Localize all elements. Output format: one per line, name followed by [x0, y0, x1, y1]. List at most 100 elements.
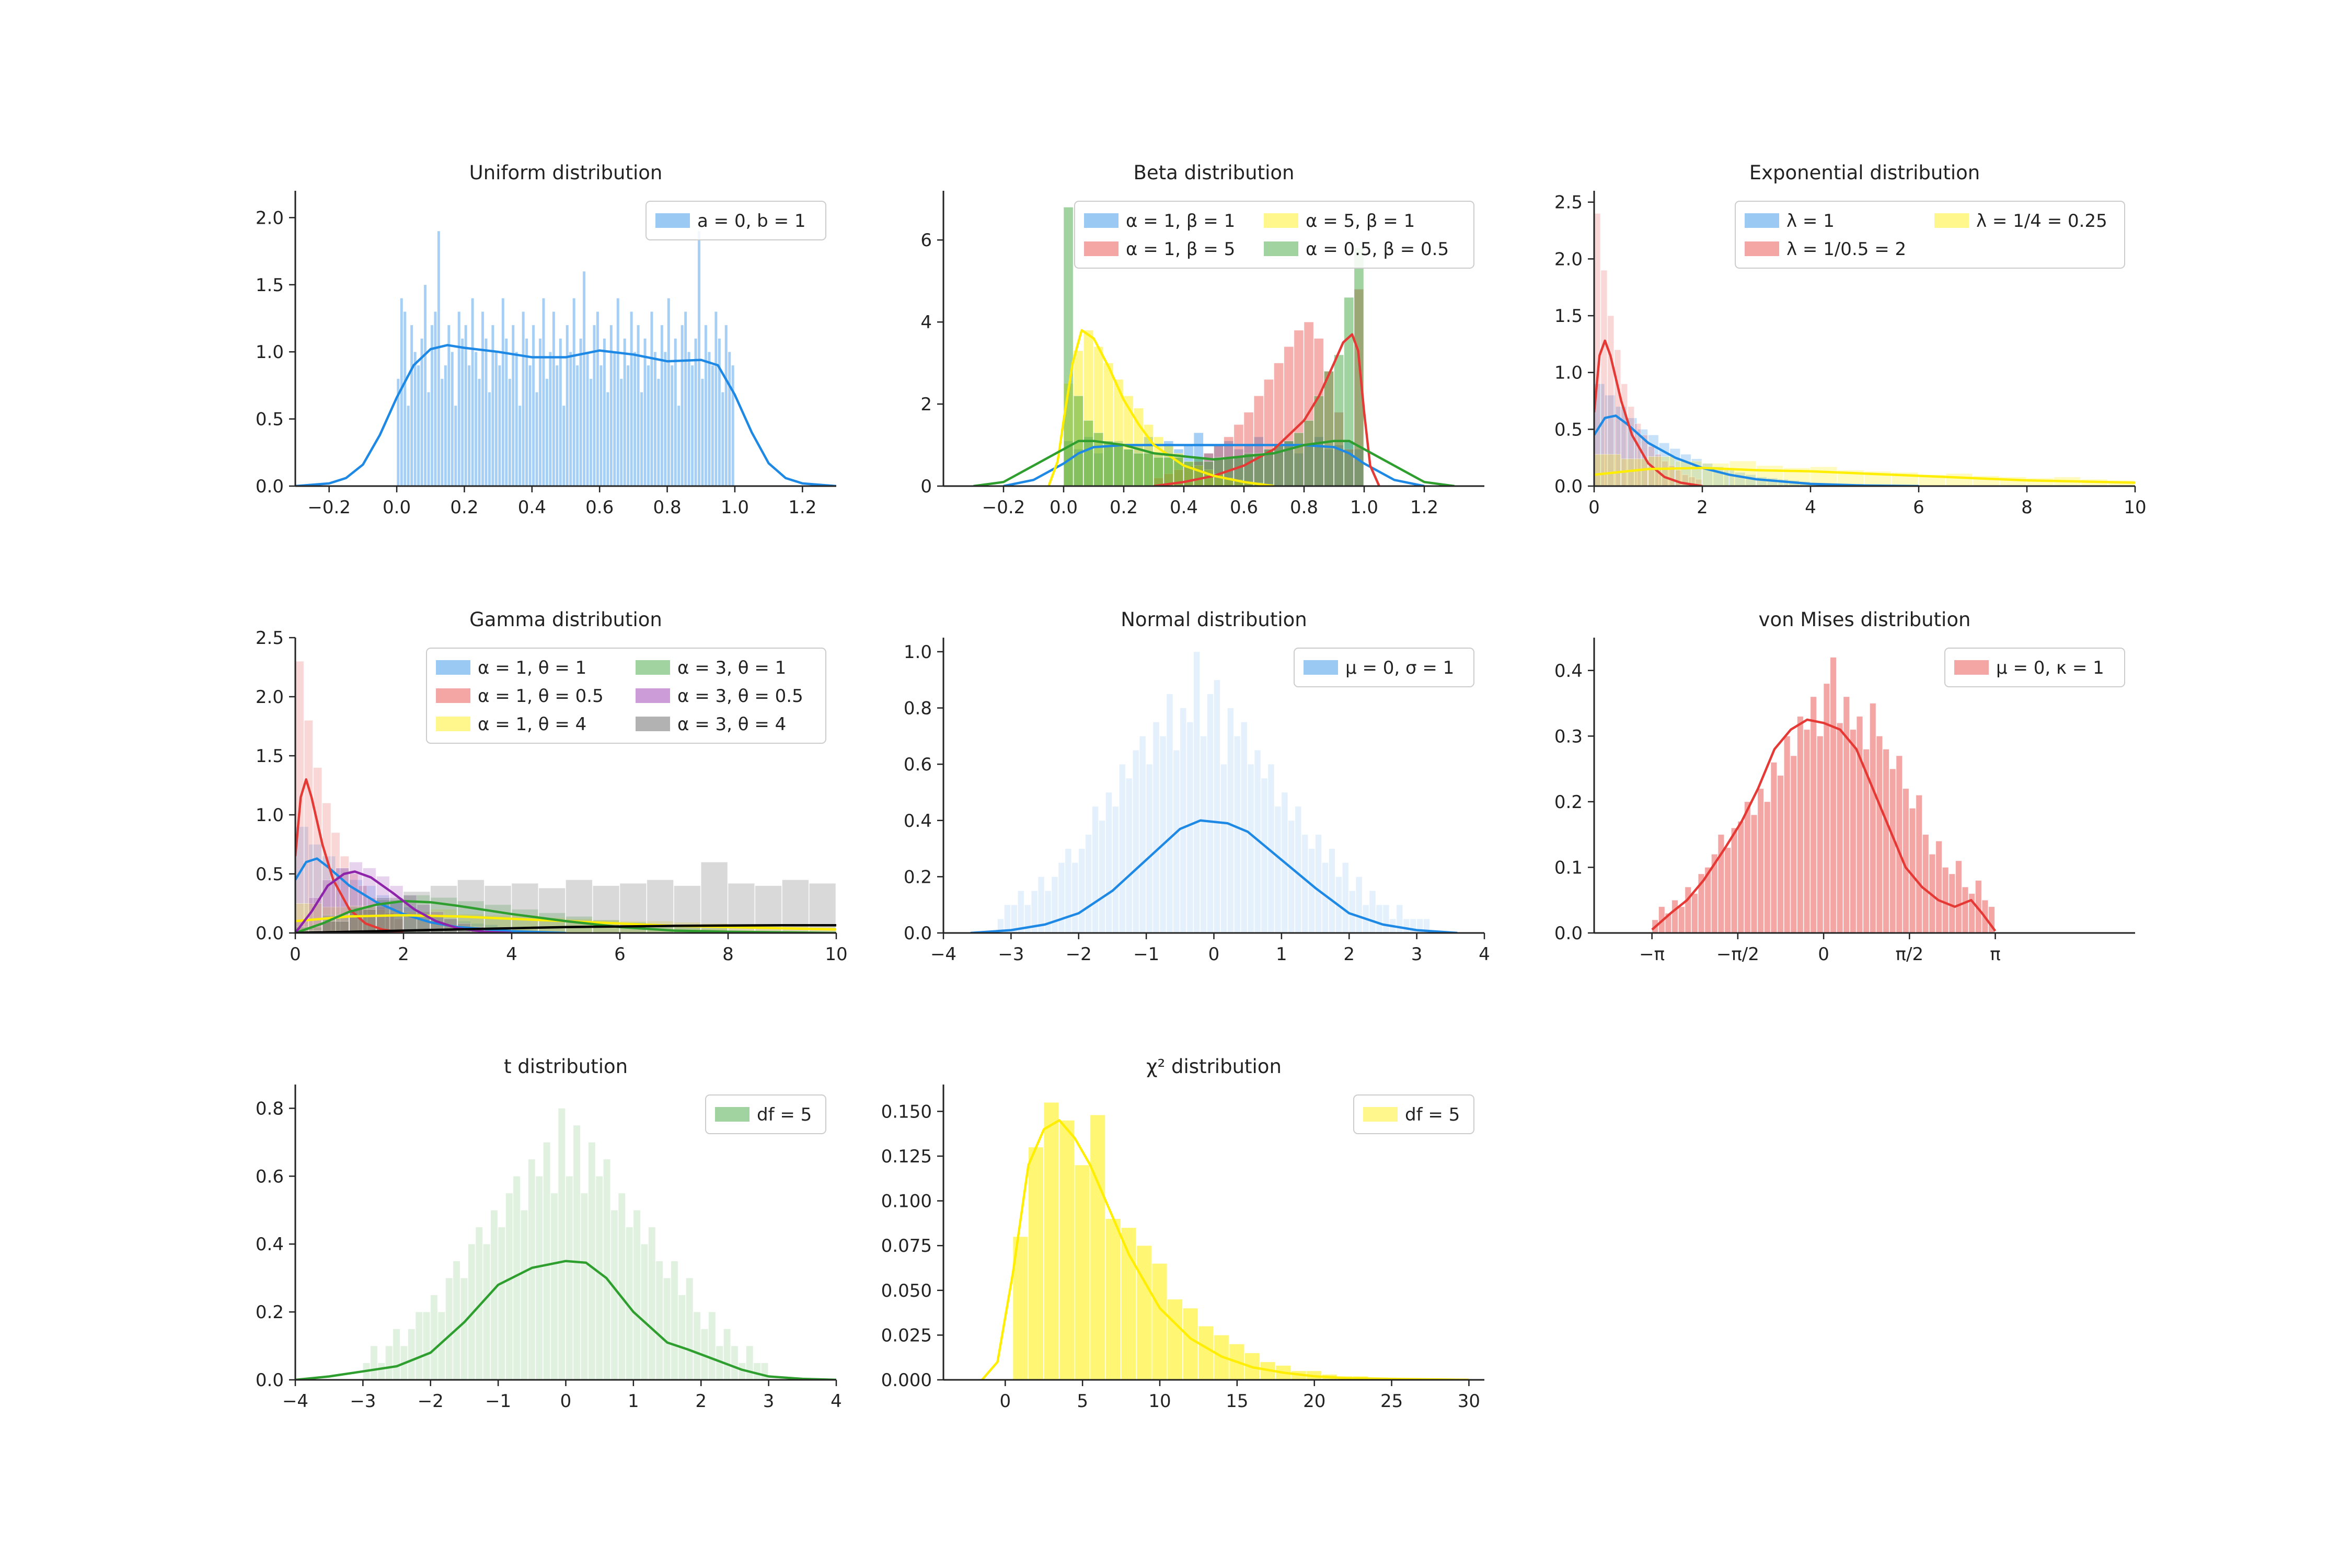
- histogram-bar: [1750, 814, 1758, 933]
- legend: df = 5: [1353, 1094, 1474, 1134]
- x-tick-label: 0.8: [653, 497, 682, 518]
- kde-line: [295, 924, 836, 933]
- histogram-bar: [1071, 862, 1079, 933]
- x-tick-label: 8: [2021, 497, 2033, 518]
- histogram-bar: [1909, 808, 1916, 933]
- histogram-bar: [1180, 708, 1187, 933]
- x-tick-label: 2: [1343, 944, 1355, 965]
- histogram-bar: [1315, 834, 1322, 933]
- histogram-bar: [1621, 384, 1628, 486]
- y-tick-label: 0.0: [256, 1370, 284, 1391]
- legend-swatch: [1745, 213, 1779, 228]
- histogram-bar: [482, 1243, 491, 1380]
- histogram-bar: [572, 298, 576, 486]
- legend-swatch: [636, 717, 670, 731]
- x-tick-label: −3: [350, 1391, 376, 1412]
- histogram-bar: [460, 1277, 468, 1380]
- histogram-bar: [1648, 456, 1675, 486]
- x-tick-label: 0: [1588, 497, 1600, 518]
- histogram-bar: [1308, 848, 1315, 933]
- histogram-bar: [566, 879, 593, 933]
- x-tick-label: −4: [282, 1391, 308, 1412]
- kde-line: [973, 440, 1455, 486]
- histogram-bar: [1757, 788, 1764, 933]
- histogram-bar: [711, 365, 714, 486]
- subplot-1: −0.2 0.0 0.2 0.4 0.6 0.8 1.0 1.2 0.0 0.5 1.0 1.5 2.0…: [256, 162, 836, 518]
- histogram-bar: [609, 325, 613, 486]
- x-tick-label: 2: [398, 944, 409, 965]
- y-tick-label: 0.100: [881, 1191, 932, 1212]
- histogram-bar: [686, 1277, 694, 1380]
- histogram-bar: [671, 1261, 678, 1380]
- legend-label: μ = 0, σ = 1: [1345, 658, 1454, 678]
- subplot-8: 0 5 10 15 20 25 30 0.000 0.025 0.050 0.075 0.100 0.1…: [881, 1055, 1484, 1412]
- y-tick-label: 0.0: [904, 923, 932, 944]
- histogram-bar: [522, 311, 525, 486]
- subplot-title: Beta distribution: [1134, 162, 1295, 184]
- legend-label: α = 3, θ = 4: [677, 714, 786, 735]
- histogram-bar: [447, 325, 451, 486]
- histogram-bar: [1113, 379, 1124, 486]
- x-tick-label: 20: [1303, 1391, 1325, 1412]
- histogram-bar: [1113, 445, 1124, 486]
- histogram-bar: [444, 365, 447, 486]
- histogram-bar: [1770, 762, 1778, 933]
- histogram-bar: [1369, 890, 1376, 933]
- histogram-bar: [295, 661, 304, 933]
- histogram-bar: [504, 338, 508, 486]
- histogram-bar: [538, 887, 566, 933]
- histogram-bar: [552, 311, 556, 486]
- x-tick-label: −0.2: [982, 497, 1025, 518]
- histogram-bar: [1214, 679, 1220, 933]
- legend-label: a = 0, b = 1: [697, 211, 806, 232]
- subplot-title: t distribution: [504, 1055, 628, 1078]
- legend-label: α = 5, β = 1: [1306, 211, 1415, 232]
- y-tick-label: 0.000: [881, 1370, 932, 1391]
- legend-frame: [705, 1094, 826, 1134]
- histogram-bar: [677, 405, 681, 486]
- y-tick-label: 1.0: [256, 805, 284, 826]
- histogram-bar: [1615, 406, 1627, 486]
- histogram-bar: [582, 271, 586, 486]
- histogram-bar: [610, 1209, 618, 1380]
- histogram-bar: [690, 365, 694, 486]
- histogram-bar: [616, 298, 620, 486]
- histogram-bar: [1698, 873, 1705, 933]
- plot-area: [1651, 657, 1997, 933]
- legend-swatch: [1954, 660, 1989, 675]
- histogram-bar: [619, 378, 623, 486]
- histogram-bar: [1355, 876, 1363, 933]
- y-tick-label: 1.5: [256, 746, 284, 767]
- histogram-bar: [1323, 371, 1334, 486]
- x-tick-label: 15: [1226, 1391, 1248, 1412]
- histogram-bar: [595, 1175, 603, 1380]
- histogram-bar: [656, 378, 661, 486]
- histogram-bar: [451, 351, 454, 486]
- histogram-bar: [1214, 457, 1224, 486]
- y-tick-label: 2.5: [1554, 192, 1583, 213]
- histogram-bar: [1729, 460, 1756, 486]
- y-tick-label: 1.0: [1554, 363, 1583, 384]
- histogram-bar: [1737, 821, 1744, 933]
- histogram-bar: [660, 325, 664, 486]
- histogram-bar: [1600, 270, 1608, 486]
- x-tick-label: 1.2: [1410, 497, 1438, 518]
- histogram-bar: [603, 1159, 611, 1380]
- histogram-bar: [648, 1227, 656, 1380]
- legend-swatch: [1084, 241, 1119, 256]
- subplot-2: −0.2 0.0 0.2 0.4 0.6 0.8 1.0 1.2 0 2 4 6 Beta distri…: [920, 162, 1484, 518]
- subplot-4: 0 2 4 6 8 10 0.0 0.5 1.0 1.5 2.0 2.5 Gamma distribut…: [256, 608, 848, 965]
- histogram-bar: [1304, 420, 1314, 486]
- histogram-bar: [423, 284, 427, 486]
- legend-frame: [1944, 648, 2125, 687]
- histogram-bar: [1671, 900, 1678, 933]
- histogram-bar: [1146, 764, 1153, 933]
- histogram-bar: [1935, 840, 1942, 933]
- legend-label: λ = 1/4 = 0.25: [1976, 211, 2107, 232]
- histogram-bar: [1243, 412, 1254, 486]
- legend-swatch: [636, 660, 670, 675]
- histogram-bar: [694, 338, 698, 486]
- histogram-bar: [1945, 473, 1973, 486]
- legend: α = 1, θ = 1 α = 1, θ = 0.5 α = 1, θ = 4 α …: [426, 648, 826, 744]
- histogram-bar: [1777, 775, 1784, 933]
